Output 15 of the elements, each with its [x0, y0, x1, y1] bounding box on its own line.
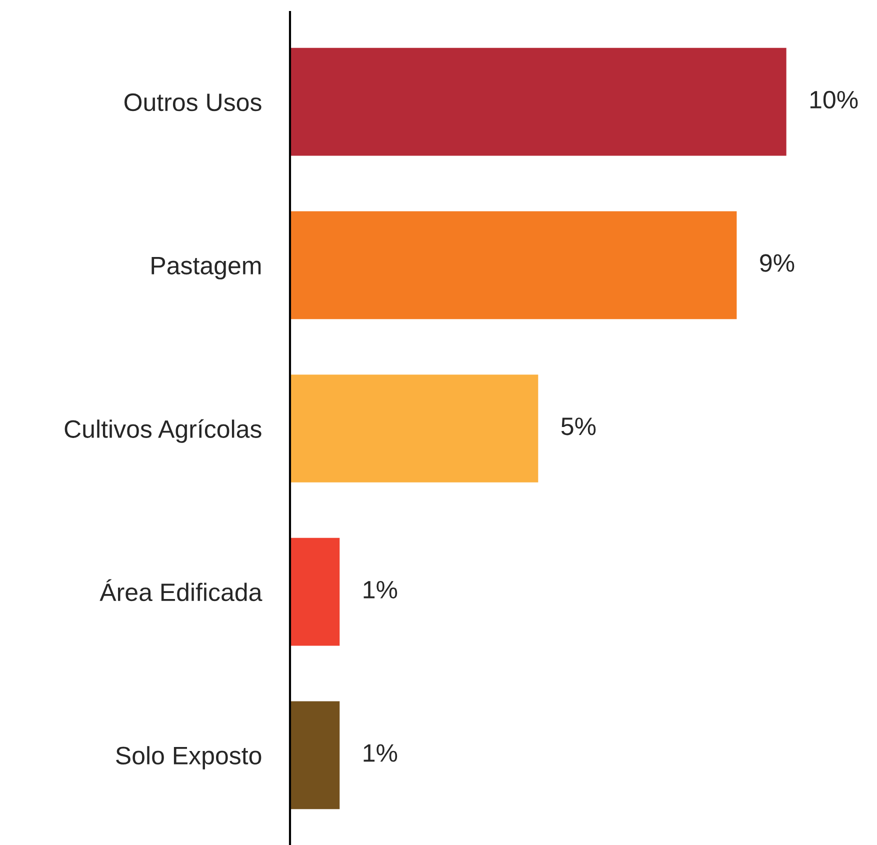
y-tick-label: Área Edificada: [100, 579, 262, 602]
bar: [290, 374, 538, 482]
bar: [290, 211, 737, 320]
y-tick-label: Cultivos Agrícolas: [64, 419, 262, 443]
data-label: 1%: [364, 580, 398, 598]
data-label: 1%: [364, 744, 398, 762]
data-label: 9%: [760, 254, 794, 272]
y-tick-label: Solo Exposto: [116, 746, 262, 770]
bar: [290, 701, 340, 810]
bar: [290, 538, 340, 646]
bar: [290, 48, 786, 156]
y-tick-label: Pastagem: [152, 257, 261, 280]
data-label: 10%: [810, 90, 858, 109]
data-label: 5%: [561, 418, 596, 436]
y-tick-label: Outros Usos: [124, 93, 262, 112]
